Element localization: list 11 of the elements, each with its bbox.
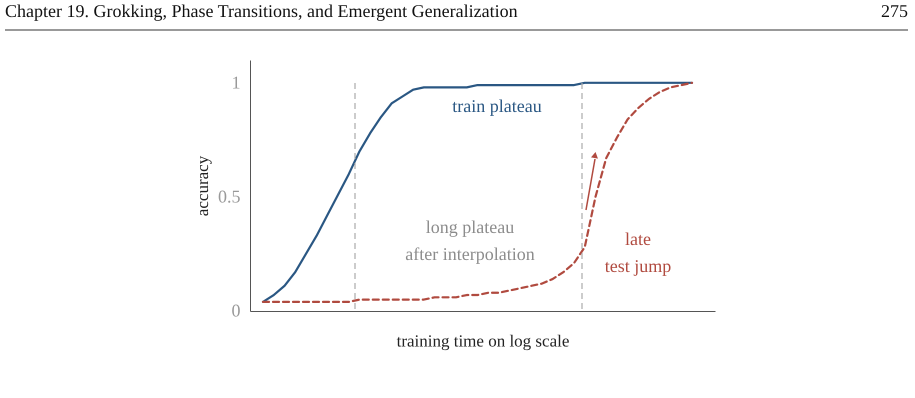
text: 275 <box>881 1 908 21</box>
y-tick-label: 1 <box>232 72 240 92</box>
y-tick-label: 0 <box>232 300 240 320</box>
y-axis-title: accuracy <box>193 155 212 216</box>
line-series <box>262 82 694 303</box>
series-label: late test jump <box>604 229 672 276</box>
text: Chapter 19. Grokking, Phase Transitions, and Emergent Generalization <box>5 1 518 21</box>
annotation: long plateau after interpolation <box>405 217 535 264</box>
x-axis-title: training time on log scale <box>396 332 570 350</box>
y-tick-label: 0.5 <box>218 186 240 206</box>
series-label: train plateau <box>452 96 542 116</box>
